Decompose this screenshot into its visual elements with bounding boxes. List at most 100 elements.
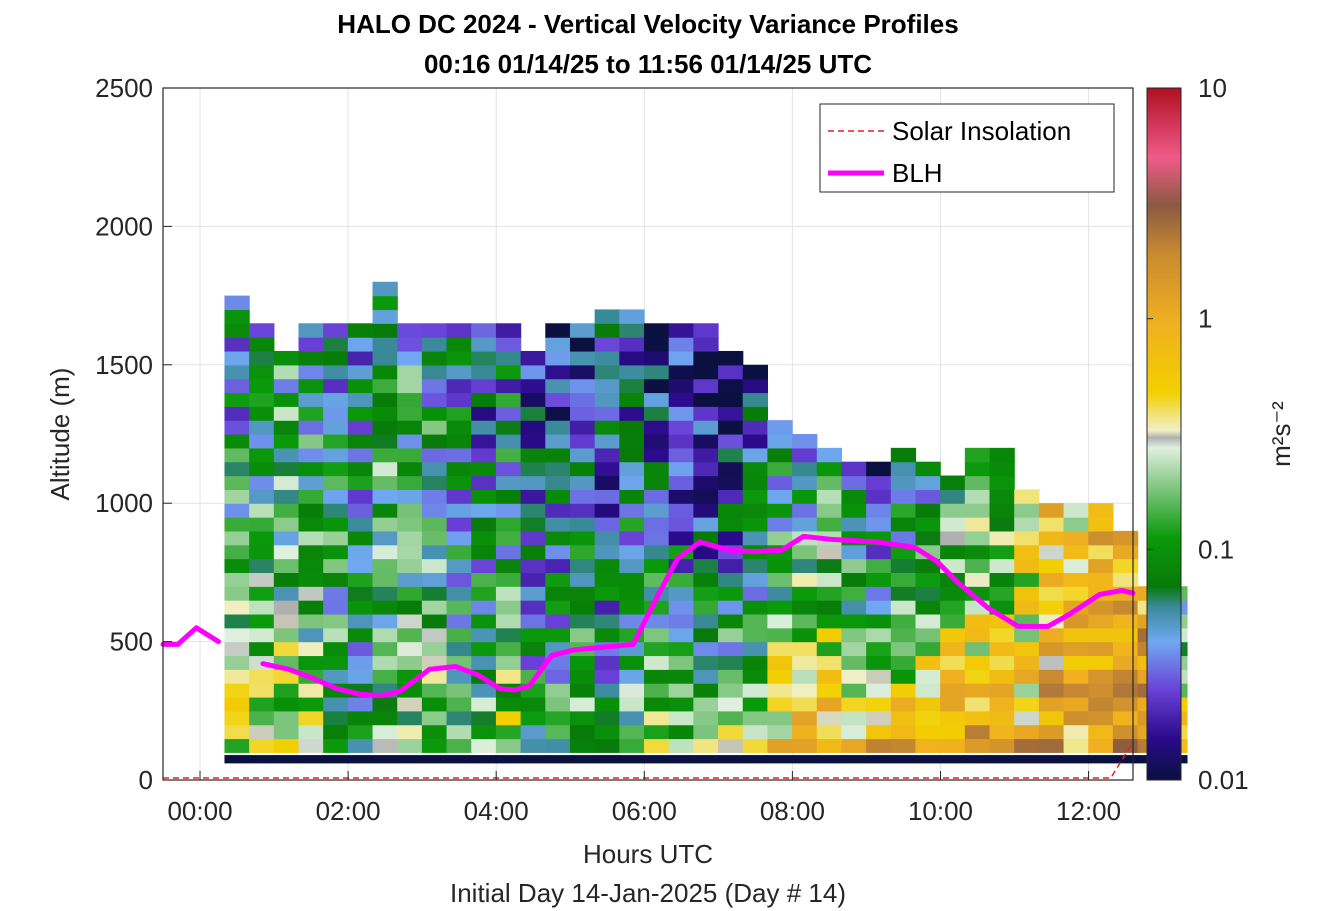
heatmap-cell bbox=[249, 738, 275, 753]
heatmap-cell bbox=[273, 447, 300, 463]
heatmap-cell bbox=[792, 669, 818, 684]
heatmap-cell bbox=[1063, 530, 1089, 546]
heatmap-cell bbox=[718, 724, 744, 740]
heatmap-cell bbox=[347, 378, 374, 394]
heatmap-cell bbox=[273, 461, 300, 477]
heatmap-cell bbox=[742, 517, 769, 532]
heatmap-cell bbox=[816, 627, 843, 643]
heatmap-cell bbox=[224, 461, 250, 477]
heatmap-cell bbox=[792, 683, 818, 698]
heatmap-cell bbox=[1063, 503, 1089, 518]
heatmap-cell bbox=[372, 710, 398, 726]
heatmap-cell bbox=[693, 475, 719, 490]
heatmap-cell bbox=[421, 434, 448, 449]
heatmap-cell bbox=[742, 392, 769, 407]
heatmap-cell bbox=[718, 461, 744, 477]
heatmap-cell bbox=[224, 350, 250, 366]
heatmap-cell-surface bbox=[841, 755, 867, 764]
heatmap-cell bbox=[347, 655, 374, 670]
heatmap-cell bbox=[668, 447, 694, 463]
y-axis-ticks: 0 500 1000 1500 2000 2500 bbox=[95, 73, 172, 795]
heatmap-cell bbox=[471, 613, 497, 629]
heatmap-cell bbox=[619, 669, 645, 684]
heatmap-cell-surface bbox=[298, 755, 324, 764]
heatmap-cell-surface bbox=[1063, 755, 1089, 764]
heatmap-cell bbox=[495, 600, 522, 615]
heatmap-cell bbox=[915, 517, 941, 532]
heatmap-cell bbox=[964, 475, 991, 490]
heatmap-cell bbox=[989, 558, 1015, 573]
heatmap-cell bbox=[964, 627, 991, 643]
heatmap-cell bbox=[397, 641, 423, 657]
heatmap-cell bbox=[249, 475, 275, 490]
heatmap-cell bbox=[1038, 696, 1065, 712]
heatmap-cell bbox=[545, 530, 571, 546]
heatmap-cell bbox=[1063, 544, 1089, 560]
heatmap-cell bbox=[940, 586, 966, 601]
heatmap-cell bbox=[693, 406, 719, 421]
heatmap-cell bbox=[298, 530, 324, 546]
heatmap-cell bbox=[841, 517, 867, 532]
heatmap-cell bbox=[1014, 586, 1040, 601]
heatmap-cell bbox=[323, 696, 349, 712]
heatmap-cell-surface bbox=[495, 755, 522, 764]
heatmap-cell bbox=[866, 627, 892, 643]
heatmap-cell bbox=[520, 641, 546, 657]
heatmap-cell bbox=[421, 600, 448, 615]
heatmap-cell bbox=[940, 517, 966, 532]
heatmap-cell bbox=[792, 572, 818, 587]
heatmap-cell bbox=[471, 406, 497, 421]
heatmap-cell bbox=[569, 364, 596, 380]
heatmap-cell bbox=[792, 517, 818, 532]
heatmap-cell bbox=[989, 475, 1015, 490]
heatmap-cell bbox=[792, 655, 818, 670]
heatmap-cell bbox=[890, 475, 917, 490]
heatmap-cell bbox=[397, 558, 423, 573]
heatmap-cell bbox=[594, 350, 620, 366]
heatmap-cell bbox=[594, 434, 620, 449]
x-tick-label: 00:00 bbox=[167, 796, 232, 826]
heatmap-cell bbox=[915, 710, 941, 726]
heatmap-cell bbox=[792, 627, 818, 643]
heatmap-cell bbox=[718, 558, 744, 573]
heatmap-cell bbox=[224, 447, 250, 463]
heatmap-cell bbox=[816, 669, 843, 684]
heatmap-cell bbox=[421, 447, 448, 463]
heatmap-cell bbox=[495, 489, 522, 504]
heatmap-cell bbox=[372, 406, 398, 421]
heatmap-cell bbox=[397, 461, 423, 477]
heatmap-cell bbox=[421, 724, 448, 740]
heatmap-cell bbox=[446, 406, 472, 421]
heatmap-cell bbox=[619, 600, 645, 615]
heatmap-cell bbox=[668, 350, 694, 366]
legend-label-solar-insolation: Solar Insolation bbox=[892, 116, 1071, 146]
heatmap-cell bbox=[421, 323, 448, 338]
heatmap-cell bbox=[495, 544, 522, 560]
heatmap-cell bbox=[742, 669, 769, 684]
heatmap-cell bbox=[989, 530, 1015, 546]
heatmap-cell bbox=[792, 558, 818, 573]
heatmap-cell bbox=[471, 530, 497, 546]
heatmap-cell bbox=[619, 475, 645, 490]
heatmap-cell bbox=[619, 696, 645, 712]
heatmap-cell bbox=[1038, 517, 1065, 532]
heatmap-cell bbox=[1112, 655, 1139, 670]
heatmap-cell bbox=[964, 696, 991, 712]
heatmap-cell bbox=[841, 586, 867, 601]
heatmap-cell bbox=[495, 392, 522, 407]
heatmap-cell bbox=[446, 461, 472, 477]
heatmap-cell-surface bbox=[1088, 755, 1114, 764]
heatmap-cell bbox=[372, 544, 398, 560]
heatmap-cell bbox=[989, 572, 1015, 587]
heatmap-cell bbox=[668, 420, 694, 435]
heatmap-cell bbox=[841, 641, 867, 657]
heatmap-cell bbox=[619, 655, 645, 670]
heatmap-cell bbox=[323, 627, 349, 643]
heatmap-cell bbox=[224, 378, 250, 394]
heatmap-cell bbox=[792, 586, 818, 601]
heatmap-cell bbox=[347, 530, 374, 546]
heatmap-cell bbox=[890, 738, 917, 753]
heatmap-cell bbox=[347, 392, 374, 407]
heatmap-cell bbox=[989, 489, 1015, 504]
heatmap-cell bbox=[693, 503, 719, 518]
